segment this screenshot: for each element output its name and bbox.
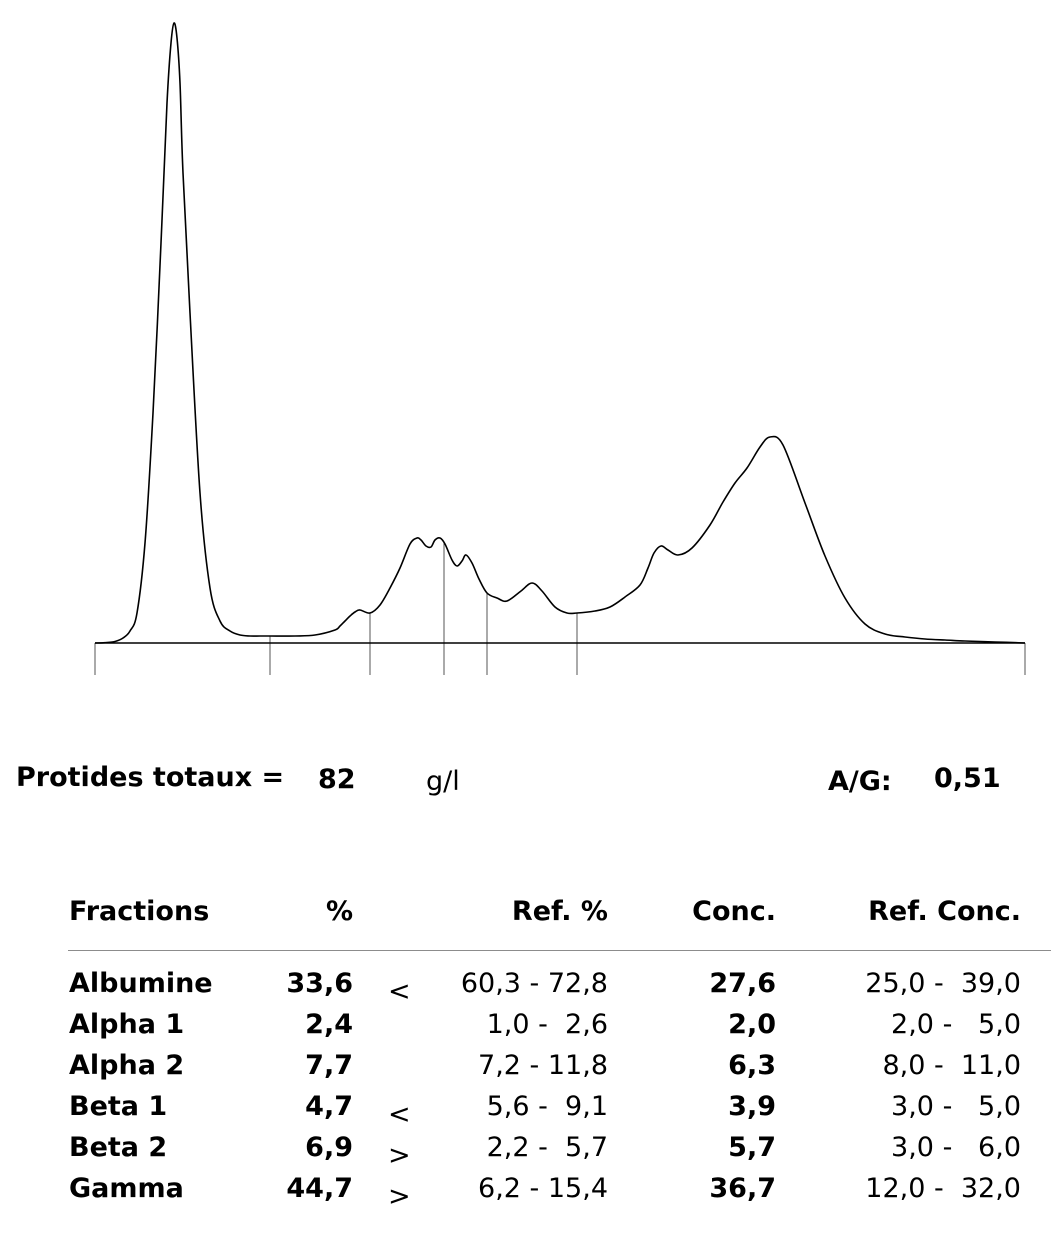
fraction-flag: < [388,1099,411,1130]
header-ref-conc: Ref. Conc. [868,896,1021,927]
fraction-ref-percent: 1,0 - 2,6 [486,1009,608,1040]
fraction-conc: 2,0 [728,1009,776,1040]
fraction-dividers [94,542,1026,675]
fraction-flag: > [388,1181,411,1212]
fraction-name: Albumine [69,968,213,999]
header-ref-percent: Ref. % [511,896,608,927]
fraction-ref-percent: 6,2 - 15,4 [478,1173,608,1204]
fraction-name: Gamma [69,1173,184,1204]
fraction-name: Beta 1 [69,1091,168,1122]
fraction-ref-percent: 5,6 - 9,1 [486,1091,608,1122]
fraction-percent: 2,4 [305,1009,353,1040]
header-percent: % [325,896,353,927]
fraction-conc: 27,6 [709,968,776,999]
fraction-ref-conc: 3,0 - 5,0 [891,1091,1021,1122]
total-protein-label: Protides totaux = [16,762,285,793]
ag-ratio-label: A/G: [828,766,892,797]
fraction-percent: 33,6 [286,968,353,999]
fraction-ref-percent: 60,3 - 72,8 [460,968,608,999]
fraction-percent: 7,7 [305,1050,353,1081]
ag-ratio-value: 0,51 [934,763,1001,794]
fraction-ref-conc: 12,0 - 32,0 [865,1173,1021,1204]
fraction-flag: > [388,1140,411,1171]
fraction-conc: 5,7 [728,1132,776,1163]
header-fractions: Fractions [69,896,210,927]
fraction-conc: 6,3 [728,1050,776,1081]
fraction-ref-conc: 3,0 - 6,0 [891,1132,1021,1163]
total-protein-unit: g/l [426,766,460,797]
fraction-name: Beta 2 [69,1132,168,1163]
fraction-ref-conc: 2,0 - 5,0 [891,1009,1021,1040]
fraction-percent: 44,7 [286,1173,353,1204]
protein-curve [94,22,1026,644]
header-separator [68,950,1051,951]
fraction-ref-conc: 8,0 - 11,0 [882,1050,1021,1081]
total-protein-value: 82 [318,764,356,795]
header-conc: Conc. [692,896,776,927]
fraction-percent: 4,7 [305,1091,353,1122]
fraction-percent: 6,9 [305,1132,353,1163]
fraction-ref-conc: 25,0 - 39,0 [865,968,1021,999]
fraction-name: Alpha 1 [69,1009,185,1040]
fraction-conc: 36,7 [709,1173,776,1204]
fraction-ref-percent: 2,2 - 5,7 [486,1132,608,1163]
fraction-flag: < [388,976,411,1007]
electrophoresis-chart [94,22,1026,675]
fraction-ref-percent: 7,2 - 11,8 [478,1050,608,1081]
fraction-conc: 3,9 [728,1091,776,1122]
fraction-name: Alpha 2 [69,1050,185,1081]
